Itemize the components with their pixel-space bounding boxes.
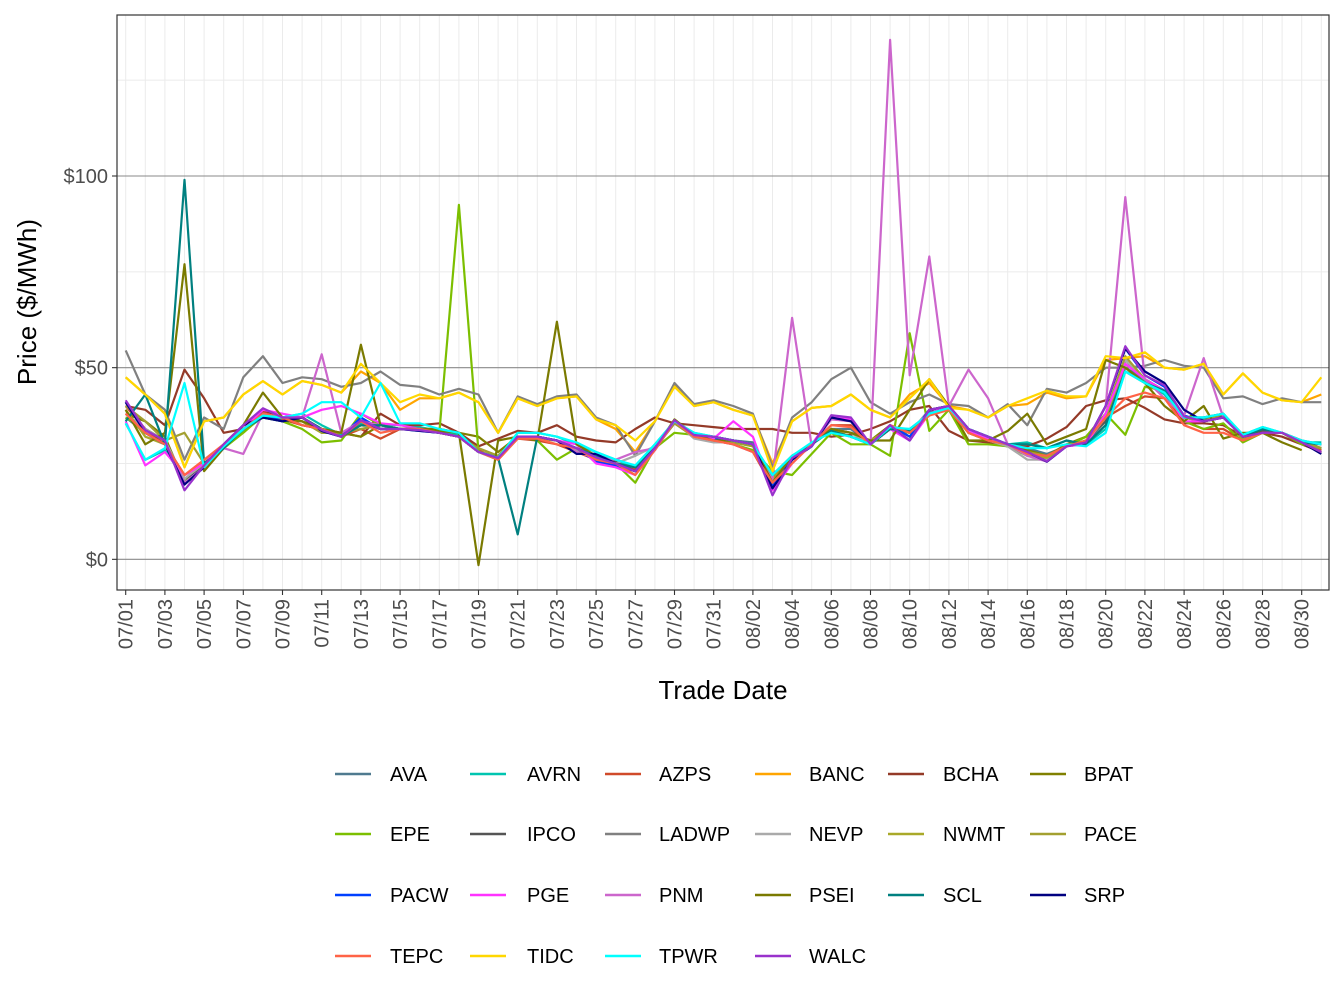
x-tick-label: 08/04 (782, 599, 804, 649)
legend-item-tidc: TIDC (470, 946, 574, 968)
legend-item-scl: SCL (888, 885, 982, 907)
legend-label: PGE (527, 885, 569, 907)
series-line-pge (124, 362, 1322, 492)
legend-item-bcha: BCHA (888, 764, 999, 786)
legend-label: PSEI (809, 885, 855, 907)
legend-item-srp: SRP (1030, 885, 1125, 907)
legend-label: BANC (809, 764, 865, 786)
x-tick-label: 07/21 (508, 599, 530, 649)
legend-label: NEVP (809, 824, 863, 846)
x-tick-label: 07/05 (194, 599, 216, 649)
legend-item-pacw: PACW (335, 885, 449, 907)
legend-label: AVRN (527, 764, 581, 786)
legend-label: SRP (1084, 885, 1125, 907)
legend-label: EPE (390, 824, 430, 846)
legend-label: NWMT (943, 824, 1005, 846)
x-tick-label: 07/13 (351, 599, 373, 649)
legend-item-avrn: AVRN (470, 764, 581, 786)
plot-border (116, 14, 1330, 591)
legend-label: PACE (1084, 824, 1137, 846)
x-tick-label: 07/25 (586, 599, 608, 649)
x-tick-label: 08/28 (1253, 599, 1275, 649)
x-tick-label: 08/02 (743, 599, 765, 649)
x-tick-label: 07/17 (429, 599, 451, 649)
legend-label: LADWP (659, 824, 730, 846)
legend-label: PACW (390, 885, 449, 907)
legend-item-pge: PGE (470, 885, 569, 907)
legend-item-bpat: BPAT (1030, 764, 1133, 786)
legend-item-nevp: NEVP (755, 824, 863, 846)
x-tick-label: 07/27 (625, 599, 647, 649)
x-tick-label: 08/22 (1135, 599, 1157, 649)
x-tick-label: 07/09 (273, 599, 295, 649)
x-tick-label: 08/18 (1057, 599, 1079, 649)
legend-item-walc: WALC (755, 946, 866, 968)
y-tick-label: $50 (75, 358, 108, 380)
x-tick-label: 07/03 (155, 599, 177, 649)
x-axis: 07/01 07/03 07/05 07/07 07/09 07/11 07/13 07/15… (116, 590, 1314, 649)
y-axis-title: Price ($/MWh) (12, 219, 42, 385)
y-axis: $0 $50 $100 (64, 166, 117, 571)
x-tick-label: 08/08 (861, 599, 883, 649)
x-tick-label: 08/06 (821, 599, 843, 649)
legend-label: AVA (390, 764, 428, 786)
x-tick-label: 08/20 (1096, 599, 1118, 649)
legend-label: WALC (809, 946, 866, 968)
legend-item-ladwp: LADWP (605, 824, 730, 846)
legend-item-ipco: IPCO (470, 824, 576, 846)
x-tick-label: 07/07 (233, 599, 255, 649)
legend-label: IPCO (527, 824, 576, 846)
grid (117, 15, 1329, 590)
legend-label: PNM (659, 885, 703, 907)
x-tick-label: 07/15 (390, 599, 412, 649)
legend-label: TIDC (527, 946, 574, 968)
legend-label: SCL (943, 885, 982, 907)
series-line-walc (124, 345, 1322, 497)
legend-item-ava: AVA (335, 764, 428, 786)
y-tick-label: $100 (64, 166, 109, 188)
y-tick-label: $0 (86, 549, 108, 571)
x-tick-label: 07/31 (704, 599, 726, 649)
legend-item-pnm: PNM (605, 885, 703, 907)
x-tick-label: 08/30 (1292, 599, 1314, 649)
x-tick-label: 07/11 (312, 599, 334, 648)
x-tick-label: 08/16 (1017, 599, 1039, 649)
legend-item-tepc: TEPC (335, 946, 443, 968)
x-tick-label: 08/14 (978, 599, 1000, 649)
legend-item-tpwr: TPWR (605, 946, 718, 968)
x-tick-label: 07/29 (665, 599, 687, 649)
x-tick-label: 08/12 (939, 599, 961, 649)
legend-item-azps: AZPS (605, 764, 711, 786)
x-tick-label: 07/01 (116, 599, 138, 649)
x-tick-label: 07/23 (547, 599, 569, 649)
legend-item-pace: PACE (1030, 824, 1137, 846)
x-tick-label: 08/24 (1174, 599, 1196, 649)
legend-label: BPAT (1084, 764, 1133, 786)
x-tick-label: 07/19 (469, 599, 491, 649)
legend-item-banc: BANC (755, 764, 865, 786)
x-axis-title: Trade Date (658, 675, 787, 705)
legend-item-epe: EPE (335, 824, 430, 846)
legend-item-psei: PSEI (755, 885, 855, 907)
legend-label: BCHA (943, 764, 999, 786)
x-tick-label: 08/26 (1213, 599, 1235, 649)
x-tick-label: 08/10 (900, 599, 922, 649)
legend-label: TPWR (659, 946, 718, 968)
legend-label: TEPC (390, 946, 443, 968)
legend-label: AZPS (659, 764, 711, 786)
series-lines (124, 38, 1323, 567)
legend-item-nwmt: NWMT (888, 824, 1005, 846)
legend: AVA AVRN AZPS BANC BCHA BPAT EPE IPCO LADWP NEVP N… (335, 764, 1137, 968)
